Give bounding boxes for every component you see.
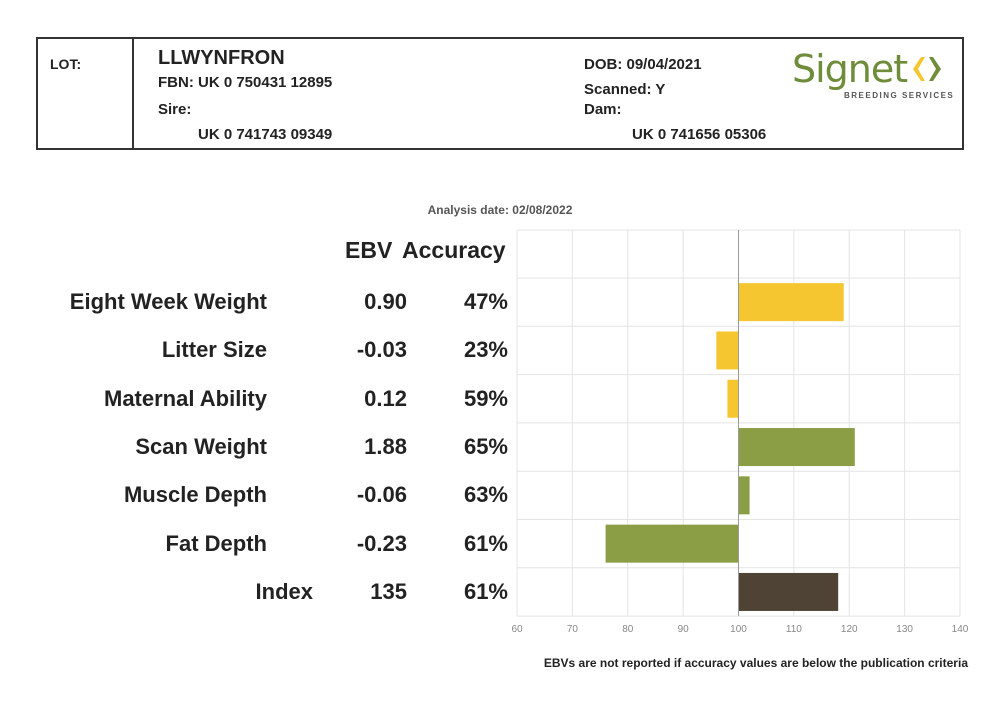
x-tick-label: 70 (567, 624, 579, 635)
ebv-value: 0.90 (364, 289, 407, 315)
x-tick-label: 120 (841, 624, 858, 635)
footnote: EBVs are not reported if accuracy values… (543, 656, 968, 670)
chevron-logo-icon (913, 57, 941, 81)
trait-label: Fat Depth (165, 530, 267, 556)
accuracy-value: 47% (463, 289, 508, 315)
ebv-value: 135 (370, 578, 407, 604)
trait-label: Index (255, 578, 313, 604)
x-tick-label: 110 (786, 624, 802, 635)
scanned-status: Scanned: Y (584, 81, 666, 98)
accuracy-value: 61% (463, 578, 508, 604)
dam-id: UK 0 741656 05306 (632, 126, 767, 143)
trait-label: Eight Week Weight (69, 289, 267, 315)
accuracy-value: 59% (463, 385, 508, 411)
accuracy-value: 65% (463, 434, 508, 460)
bar-eight-week-weight (738, 283, 844, 322)
accuracy-column-header: Accuracy (402, 237, 506, 263)
x-tick-label: 80 (622, 624, 634, 635)
animal-name: LLWYNFRON (158, 47, 285, 69)
bar-index (738, 572, 839, 611)
bar-litter-size (716, 331, 739, 370)
ebv-value: -0.03 (356, 337, 407, 363)
ebv-value: 1.88 (364, 434, 407, 460)
trait-label: Maternal Ability (104, 385, 267, 411)
dam-label: Dam: (584, 101, 622, 118)
x-tick-label: 100 (730, 624, 747, 635)
trait-label: Scan Weight (135, 434, 267, 460)
date-of-birth: DOB: 09/04/2021 (584, 56, 702, 73)
logo-wordmark: Signet (792, 47, 908, 91)
ebv-value: -0.06 (356, 482, 407, 508)
analysis-date: Analysis date: 02/08/2022 (427, 203, 573, 217)
ebv-value: 0.12 (364, 385, 407, 411)
accuracy-value: 61% (463, 530, 508, 556)
x-tick-label: 90 (678, 624, 690, 635)
signet-logo: Signet BREEDING SERVICES (792, 47, 955, 103)
bar-maternal-ability (727, 379, 739, 418)
lot-label: LOT: (50, 56, 82, 72)
x-tick-label: 60 (511, 624, 523, 635)
header-divider (132, 39, 134, 148)
trait-label: Litter Size (161, 337, 267, 363)
bar-muscle-depth (738, 476, 750, 515)
accuracy-value: 23% (463, 337, 508, 363)
accuracy-value: 63% (463, 482, 508, 508)
bar-fat-depth (605, 524, 739, 563)
ebv-value: -0.23 (356, 530, 407, 556)
logo-subtitle: BREEDING SERVICES (844, 91, 955, 100)
sire-id: UK 0 741743 09349 (198, 126, 333, 143)
x-tick-label: 140 (952, 624, 969, 635)
ebv-column-header: EBV (345, 237, 393, 263)
x-tick-label: 130 (896, 624, 913, 635)
sire-label: Sire: (158, 101, 192, 118)
bar-scan-weight (738, 428, 855, 467)
animal-header: LOT: LLWYNFRON FBN: UK 0 750431 12895 Si… (36, 37, 964, 150)
fbn-number: FBN: UK 0 750431 12895 (158, 74, 333, 91)
trait-label: Muscle Depth (123, 482, 267, 508)
